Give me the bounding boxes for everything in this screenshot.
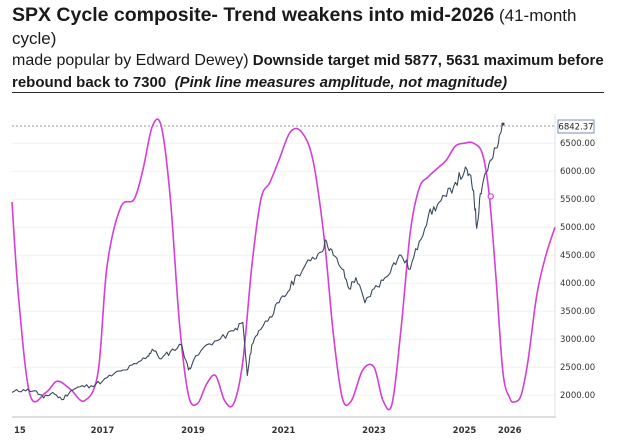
header-divider	[12, 92, 604, 93]
x-axis-ticks: 15 2017 2019 2021 2023 2025 2026	[14, 426, 522, 436]
spx-series	[11, 123, 504, 401]
y-tick-label: 6000.00	[560, 167, 595, 177]
y-tick-label: 4500.00	[560, 251, 595, 261]
subtitle-line-3: rebound back to 7300 (Pink line measures…	[12, 72, 612, 94]
x-tick-label: 2023	[362, 426, 386, 436]
chart-canvas: 2000.00 2500.00 3000.00 3500.00 4000.00 4500.…	[11, 114, 595, 436]
title-line: SPX Cycle composite- Trend weakens into …	[12, 4, 612, 50]
subtitle-note: (Pink line measures amplitude, not magni…	[174, 74, 508, 91]
chart-header: SPX Cycle composite- Trend weakens into …	[12, 4, 612, 94]
y-tick-label: 5000.00	[560, 223, 595, 233]
y-tick-label: 3000.00	[560, 335, 595, 345]
x-tick-label: 2025	[453, 426, 477, 436]
chart-title: SPX Cycle composite- Trend weakens into …	[12, 4, 495, 26]
x-tick-label: 2021	[272, 426, 296, 436]
last-price-label: 6842.37	[558, 123, 593, 133]
y-tick-label: 5500.00	[560, 195, 595, 205]
last-price-dot	[501, 122, 505, 126]
y-tick-label: 4000.00	[560, 279, 595, 289]
y-axis-ticks: 2000.00 2500.00 3000.00 3500.00 4000.00 4500.…	[560, 139, 595, 401]
cycle-marker	[487, 193, 494, 200]
y-tick-label: 2500.00	[560, 363, 595, 373]
cycle-marker-group	[487, 122, 505, 200]
subtitle-line: made popular by Edward Dewey) Downside t…	[12, 50, 612, 72]
last-price-group: 6842.37	[557, 119, 595, 134]
subtitle-target: Downside target mid 5877, 5631 maximum b…	[248, 52, 604, 69]
y-tick-label: 2000.00	[560, 391, 595, 401]
title-note: (41-month cycle)	[12, 6, 577, 48]
x-tick-label: 15	[14, 426, 26, 436]
x-tick-label: 2017	[91, 426, 115, 436]
gridlines	[12, 142, 555, 396]
y-tick-label: 6500.00	[560, 139, 595, 149]
y-tick-label: 3500.00	[560, 307, 595, 317]
subtitle-rebound: rebound back to 7300	[12, 74, 167, 91]
last-price-box	[557, 119, 595, 134]
cycle-series	[11, 118, 556, 411]
spx-price-line	[11, 123, 504, 401]
subtitle-lead: made popular by Edward Dewey)	[12, 52, 249, 69]
x-tick-label: 2019	[181, 426, 205, 436]
cycle-composite-line	[11, 118, 556, 411]
x-tick-label: 2026	[498, 426, 522, 436]
